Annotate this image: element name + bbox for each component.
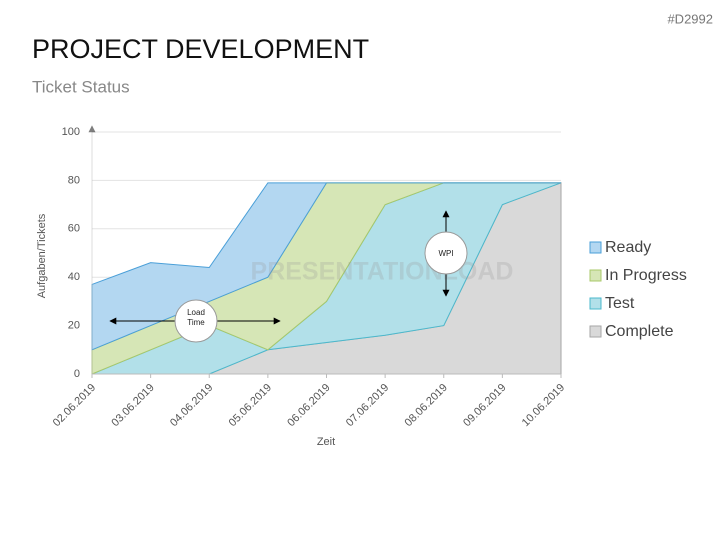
x-tick-label: 09.06.2019 [461, 382, 508, 429]
y-tick-label: 20 [68, 320, 80, 332]
y-tick-label: 40 [68, 271, 80, 283]
legend-swatch [589, 297, 602, 310]
legend-swatch [589, 325, 602, 338]
y-tick-label: 0 [74, 368, 80, 380]
x-tick-label: 06.06.2019 [285, 382, 332, 429]
x-tick-label: 07.06.2019 [344, 382, 391, 429]
load-time-label: Load Time [187, 308, 205, 327]
x-axis-label: Zeit [317, 436, 335, 448]
x-tick-label: 10.06.2019 [520, 382, 567, 429]
x-tick-label: 02.06.2019 [51, 382, 98, 429]
x-tick-label: 03.06.2019 [109, 382, 156, 429]
legend-swatch [589, 269, 602, 282]
chart-subtitle: Ticket Status [32, 77, 130, 96]
y-tick-label: 100 [62, 126, 80, 138]
slide-tag: #D2992 [667, 11, 713, 26]
legend-swatch [589, 241, 602, 254]
y-tick-label: 80 [68, 174, 80, 186]
legend-label: Test [605, 295, 635, 312]
legend-label: Ready [605, 239, 651, 256]
wpi-circle [424, 231, 468, 275]
x-tick-label: 05.06.2019 [227, 382, 274, 429]
wpi-label: WPI [438, 249, 453, 258]
load-time-circle [174, 299, 218, 343]
x-tick-label: 08.06.2019 [403, 382, 450, 429]
legend-label: In Progress [605, 267, 687, 284]
chart-title: PROJECT DEVELOPMENT [32, 34, 369, 64]
x-tick-label: 04.06.2019 [168, 382, 215, 429]
legend-label: Complete [605, 323, 674, 340]
y-tick-label: 60 [68, 223, 80, 235]
annotation-box: Load Time [187, 308, 205, 327]
watermark: PRESENTATIONLOAD [251, 258, 514, 286]
y-axis-label: Aufgaben/Tickets [36, 213, 48, 298]
